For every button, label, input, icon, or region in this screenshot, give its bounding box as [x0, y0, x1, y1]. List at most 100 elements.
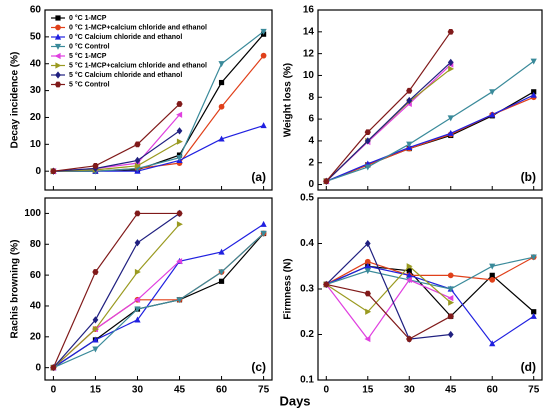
data-point [364, 268, 371, 275]
data-point [447, 286, 454, 293]
data-point [364, 137, 371, 145]
y-tick-label: 20 [30, 331, 42, 342]
series-line [326, 94, 534, 182]
y-tick-label: 0.5 [300, 193, 314, 204]
data-point [323, 281, 330, 288]
legend-label: 0 °C 1-MCP+calcium chloride and ethanol [69, 23, 207, 31]
legend-marker [55, 71, 61, 79]
series-line [53, 103, 180, 172]
series-line [53, 31, 264, 172]
data-point [447, 330, 454, 339]
legend-marker [55, 24, 61, 31]
data-point [134, 296, 141, 303]
data-point [530, 58, 537, 65]
data-point [448, 65, 455, 73]
data-point [364, 335, 371, 343]
data-point [447, 294, 454, 302]
data-point [489, 111, 496, 118]
series-line [326, 60, 535, 182]
y-axis-label: Weight loss (%) [283, 63, 294, 137]
series-line [52, 212, 180, 369]
y-tick-label: 40 [30, 301, 42, 312]
y-tick-label: 0.4 [300, 238, 314, 249]
data-point [176, 127, 183, 135]
y-axis-label: Rachis browning (%) [10, 240, 21, 339]
y-tick-label: 0 [35, 362, 41, 373]
data-point [364, 164, 371, 171]
y-tick-label: 4 [308, 136, 314, 147]
data-point [218, 269, 225, 276]
data-point [406, 96, 413, 105]
data-point [260, 122, 267, 129]
x-tick-label: 30 [132, 385, 144, 396]
data-point [218, 103, 225, 110]
legend-marker [54, 52, 61, 60]
series-line [326, 283, 452, 340]
data-point [323, 178, 330, 185]
series-line [53, 260, 180, 369]
data-point [447, 58, 454, 67]
y-axis-label: Firmness (N) [283, 258, 294, 319]
series-line [326, 256, 534, 285]
series-line [53, 223, 180, 369]
legend-marker [55, 62, 62, 69]
x-tick-label: 15 [362, 385, 374, 396]
y-tick-label: 100 [24, 208, 41, 219]
data-point [260, 52, 267, 59]
data-point [406, 268, 412, 274]
data-point [260, 220, 267, 227]
y-tick-label: 6 [308, 114, 314, 125]
y-tick-label: 10 [30, 139, 42, 150]
legend-marker [54, 81, 62, 88]
data-point [92, 316, 99, 324]
y-tick-label: 60 [30, 270, 42, 281]
data-point [406, 263, 413, 270]
data-point [405, 276, 412, 284]
series-line [325, 31, 452, 182]
x-tick-label: 75 [258, 385, 270, 396]
plot-frame [44, 9, 273, 191]
data-point [530, 91, 537, 98]
x-tick-label: 60 [487, 385, 499, 396]
data-point [364, 262, 371, 269]
data-point [218, 278, 225, 284]
series-line [53, 223, 264, 369]
panel-label: (a) [251, 170, 266, 184]
legend-label: 5 °C 1-MCP+calcium chloride and ethanol [69, 61, 207, 69]
data-point [92, 346, 99, 353]
data-point [176, 210, 183, 217]
data-point [447, 129, 454, 136]
data-point [92, 162, 99, 169]
series-line [53, 233, 264, 369]
legend-marker [54, 33, 62, 40]
data-point [406, 271, 413, 278]
data-point [134, 306, 141, 313]
data-point [92, 269, 99, 275]
data-point [50, 168, 57, 175]
y-tick-label: 16 [303, 5, 315, 16]
y-tick-label: 0 [35, 166, 41, 177]
plot-frame [44, 197, 273, 381]
data-point [134, 239, 141, 247]
data-point [134, 316, 141, 323]
data-point [134, 210, 141, 217]
data-point [134, 162, 141, 169]
series-line [325, 242, 451, 340]
data-point [92, 336, 99, 343]
data-point [447, 115, 454, 122]
data-point [176, 155, 183, 162]
legend-label: 0 °C 1-MCP [69, 14, 107, 22]
x-tick-label: 45 [445, 385, 457, 396]
data-point [176, 221, 183, 228]
series-line [325, 265, 452, 313]
legend-marker [54, 43, 62, 50]
data-point [364, 239, 371, 248]
x-tick-label: 75 [528, 385, 540, 396]
x-tick-label: 15 [90, 385, 102, 396]
data-point [176, 258, 183, 265]
data-point [92, 325, 99, 333]
plot-frame [317, 9, 543, 191]
legend-label: 0 °C Control [69, 42, 110, 50]
data-point [176, 111, 183, 118]
